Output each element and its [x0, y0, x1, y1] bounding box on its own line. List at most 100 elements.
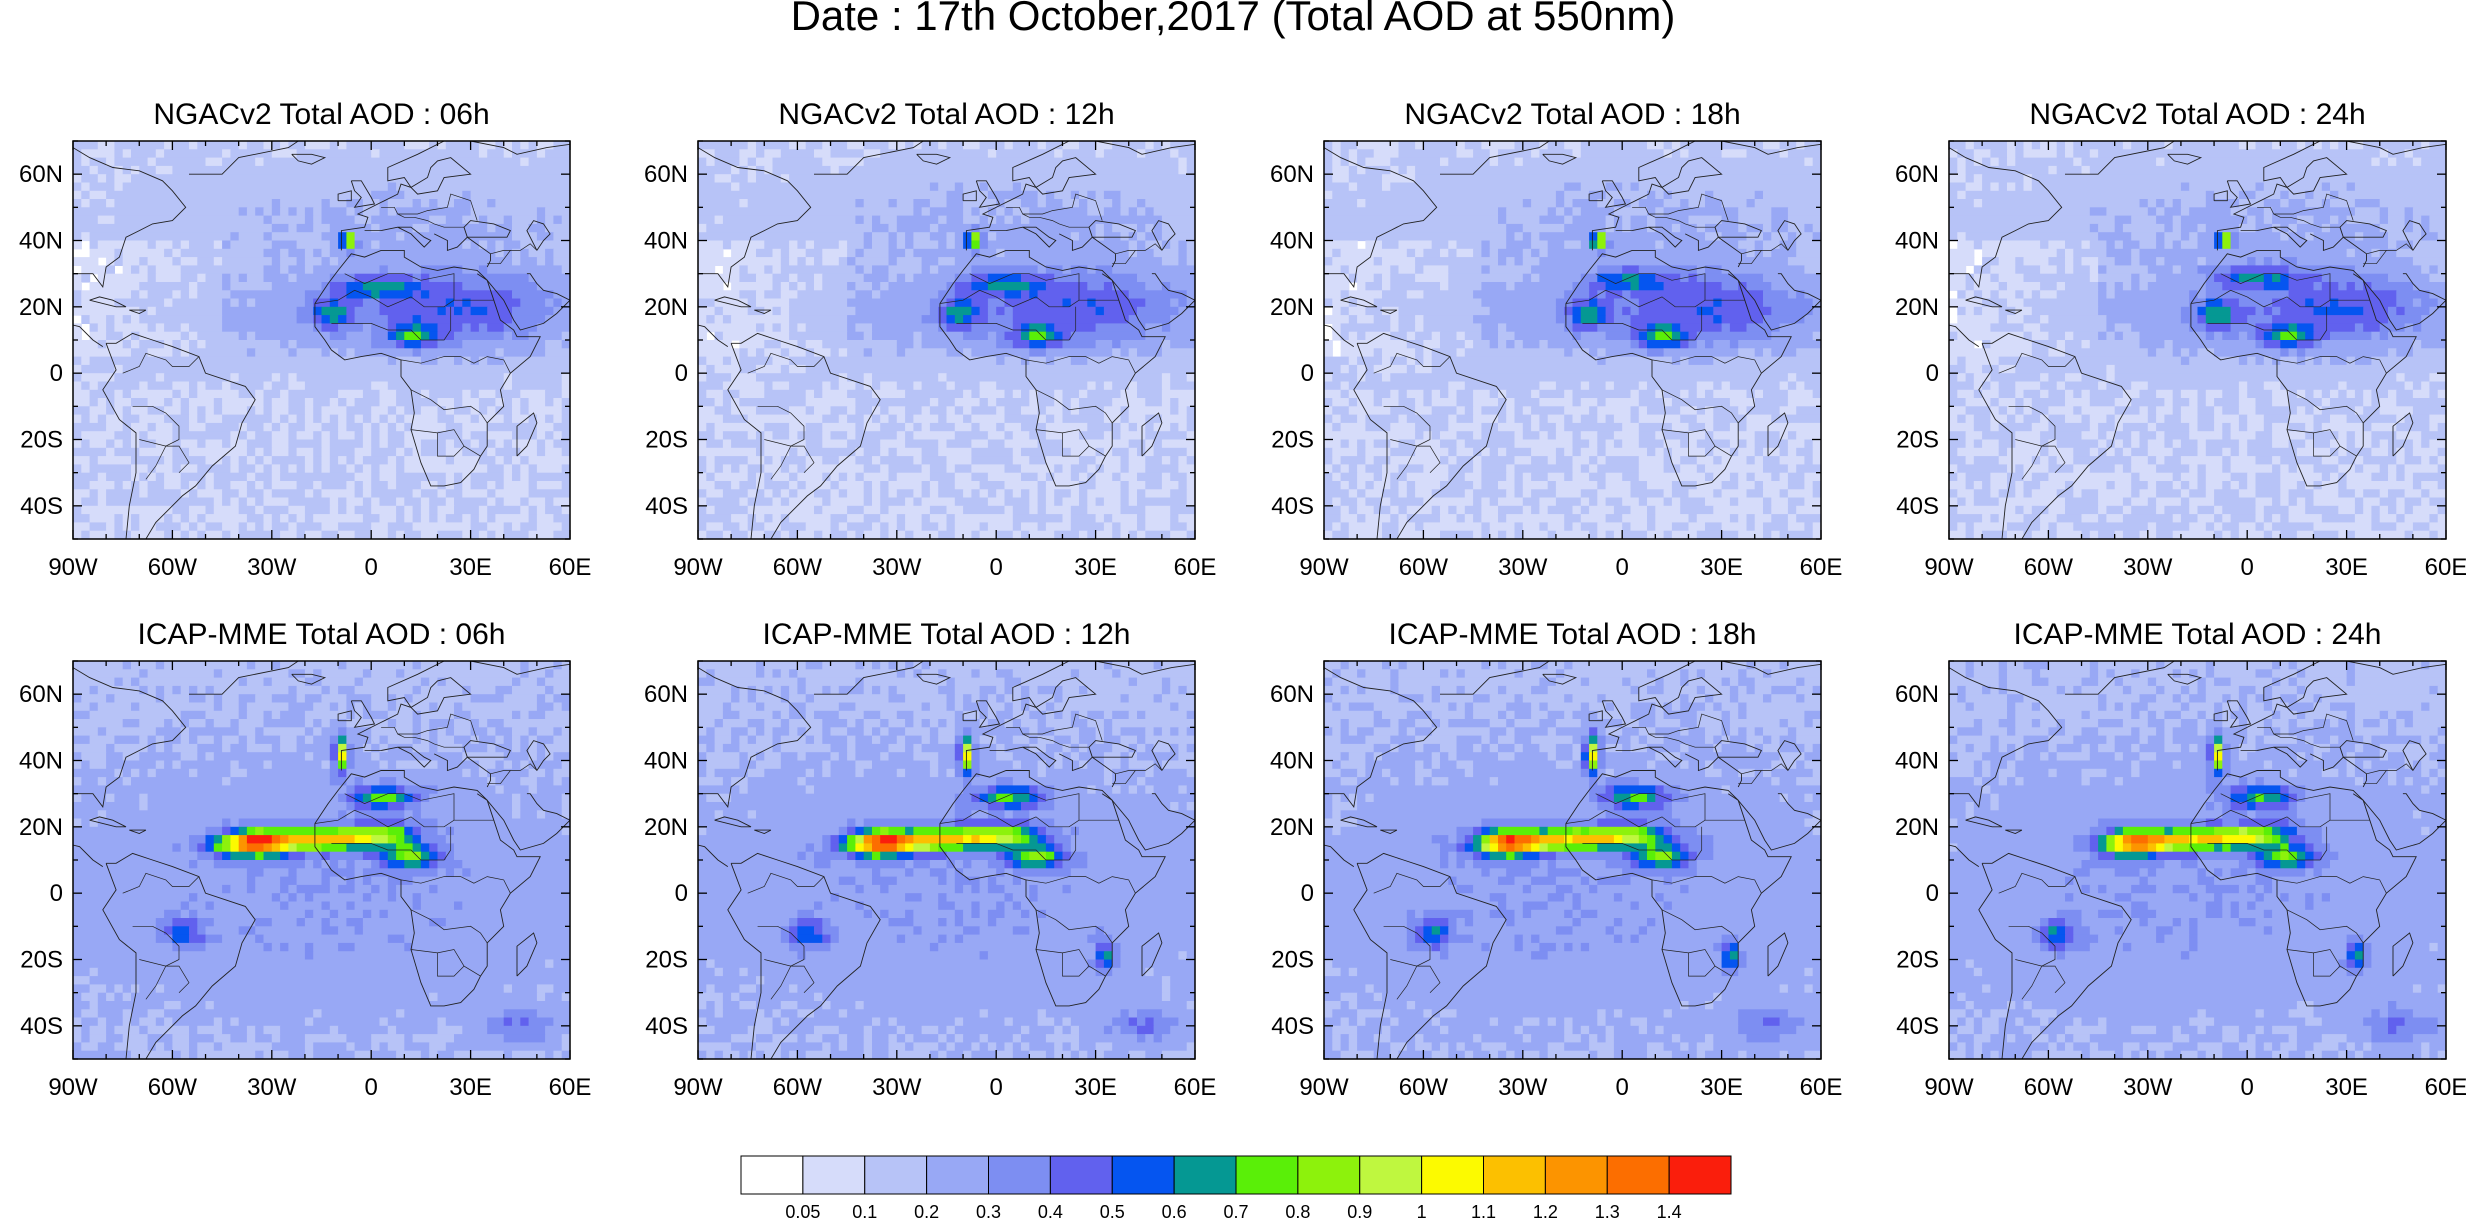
- aod-cell: [1804, 223, 1814, 233]
- aod-cell: [1103, 522, 1113, 532]
- aod-cell: [1406, 481, 1416, 490]
- aod-cell: [1498, 331, 1516, 341]
- aod-cell: [1746, 472, 1756, 482]
- aod-cell: [1348, 174, 1383, 184]
- aod-cell: [73, 149, 82, 159]
- aod-cell: [503, 323, 538, 333]
- aod-cell: [2197, 464, 2207, 474]
- aod-cell: [1170, 505, 1195, 515]
- aod-cell: [1348, 489, 1358, 499]
- aod-cell: [89, 685, 99, 695]
- aod-cell: [1332, 323, 1342, 333]
- aod-cell: [1340, 265, 1350, 275]
- aod-cell: [2296, 497, 2306, 507]
- aod-cell: [1186, 447, 1195, 457]
- aod-cell: [2280, 497, 2290, 507]
- aod-cell: [528, 398, 546, 407]
- aod-cell: [2122, 223, 2165, 233]
- aod-cell: [1037, 472, 1047, 482]
- aod-cell: [1721, 315, 1764, 324]
- aod-cell: [1062, 340, 1097, 349]
- aod-cell: [139, 315, 223, 324]
- aod-cell: [2106, 364, 2116, 374]
- aod-cell: [197, 257, 215, 266]
- aod-cell: [512, 373, 563, 383]
- aod-cell: [387, 530, 397, 539]
- aod-cell: [1787, 505, 1797, 515]
- aod-cell: [946, 190, 964, 200]
- aod-cell: [263, 514, 273, 523]
- aod-cell: [2205, 290, 2290, 300]
- aod-cell: [714, 149, 740, 159]
- aod-cell: [1949, 389, 1958, 399]
- coastline: [2005, 309, 2023, 314]
- aod-cell: [2180, 240, 2199, 250]
- aod-cell: [1597, 290, 1607, 300]
- aod-cell: [1696, 381, 1714, 391]
- aod-cell: [338, 414, 347, 424]
- aod-cell: [764, 422, 790, 432]
- aod-cell: [963, 141, 981, 150]
- aod-cell: [1605, 232, 1706, 242]
- aod-cell: [172, 530, 182, 539]
- aod-cell: [1021, 356, 1030, 366]
- country-border: [490, 243, 538, 255]
- aod-cell: [487, 514, 497, 523]
- aod-cell: [1070, 406, 1080, 416]
- aod-cell: [1054, 464, 1064, 474]
- aod-cell: [205, 685, 215, 695]
- aod-cell: [1324, 265, 1342, 275]
- aod-cell: [855, 456, 873, 465]
- aod-cell: [1746, 489, 1764, 499]
- aod-cell: [1021, 447, 1072, 457]
- aod-cell: [131, 315, 140, 324]
- panel-title: NGACv2 Total AOD : 24h: [2029, 98, 2365, 131]
- aod-cell: [470, 472, 505, 482]
- coastline: [1340, 296, 1378, 308]
- aod-cell: [313, 207, 323, 217]
- aod-cell: [396, 447, 405, 457]
- aod-cell: [987, 472, 1022, 482]
- aod-cell: [722, 530, 732, 539]
- aod-cell: [512, 149, 538, 159]
- aod-cell: [2313, 464, 2339, 474]
- aod-cell: [222, 149, 231, 159]
- aod-cell: [1973, 481, 1983, 490]
- aod-cell: [1415, 165, 1821, 175]
- aod-cell: [1812, 331, 1821, 341]
- aod-cell: [147, 472, 157, 482]
- aod-cell: [478, 389, 497, 399]
- aod-cell: [929, 182, 939, 192]
- aod-cell: [271, 257, 281, 266]
- coastline: [1777, 220, 1802, 251]
- aod-cell: [2272, 273, 2281, 283]
- aod-cell: [971, 439, 989, 449]
- aod-cell: [73, 240, 82, 250]
- aod-cell: [946, 514, 956, 523]
- aod-cell: [979, 522, 989, 532]
- aod-cell: [412, 223, 430, 233]
- aod-cell: [797, 447, 807, 457]
- aod-cell: [1473, 414, 1499, 424]
- aod-cell: [2313, 215, 2331, 225]
- aod-cell: [822, 422, 856, 432]
- aod-cell: [1688, 331, 1698, 341]
- aod-cell: [996, 381, 1088, 391]
- aod-cell: [1398, 323, 1416, 333]
- aod-cell: [1630, 199, 1640, 208]
- aod-cell: [1688, 215, 1723, 225]
- aod-cell: [1440, 514, 1458, 523]
- aod-cell: [420, 290, 430, 300]
- aod-cell: [1120, 340, 1163, 349]
- aod-cell: [246, 331, 256, 341]
- aod-cell: [429, 215, 447, 225]
- aod-cell: [1324, 364, 1342, 374]
- aod-cell: [321, 530, 339, 539]
- aod-cell: [880, 481, 890, 490]
- aod-cell: [2437, 232, 2446, 242]
- aod-cell: [2031, 505, 2049, 515]
- aod-cell: [2172, 389, 2182, 399]
- aod-cell: [1170, 315, 1195, 324]
- aod-cell: [1357, 439, 1366, 449]
- aod-cell: [1973, 141, 2008, 150]
